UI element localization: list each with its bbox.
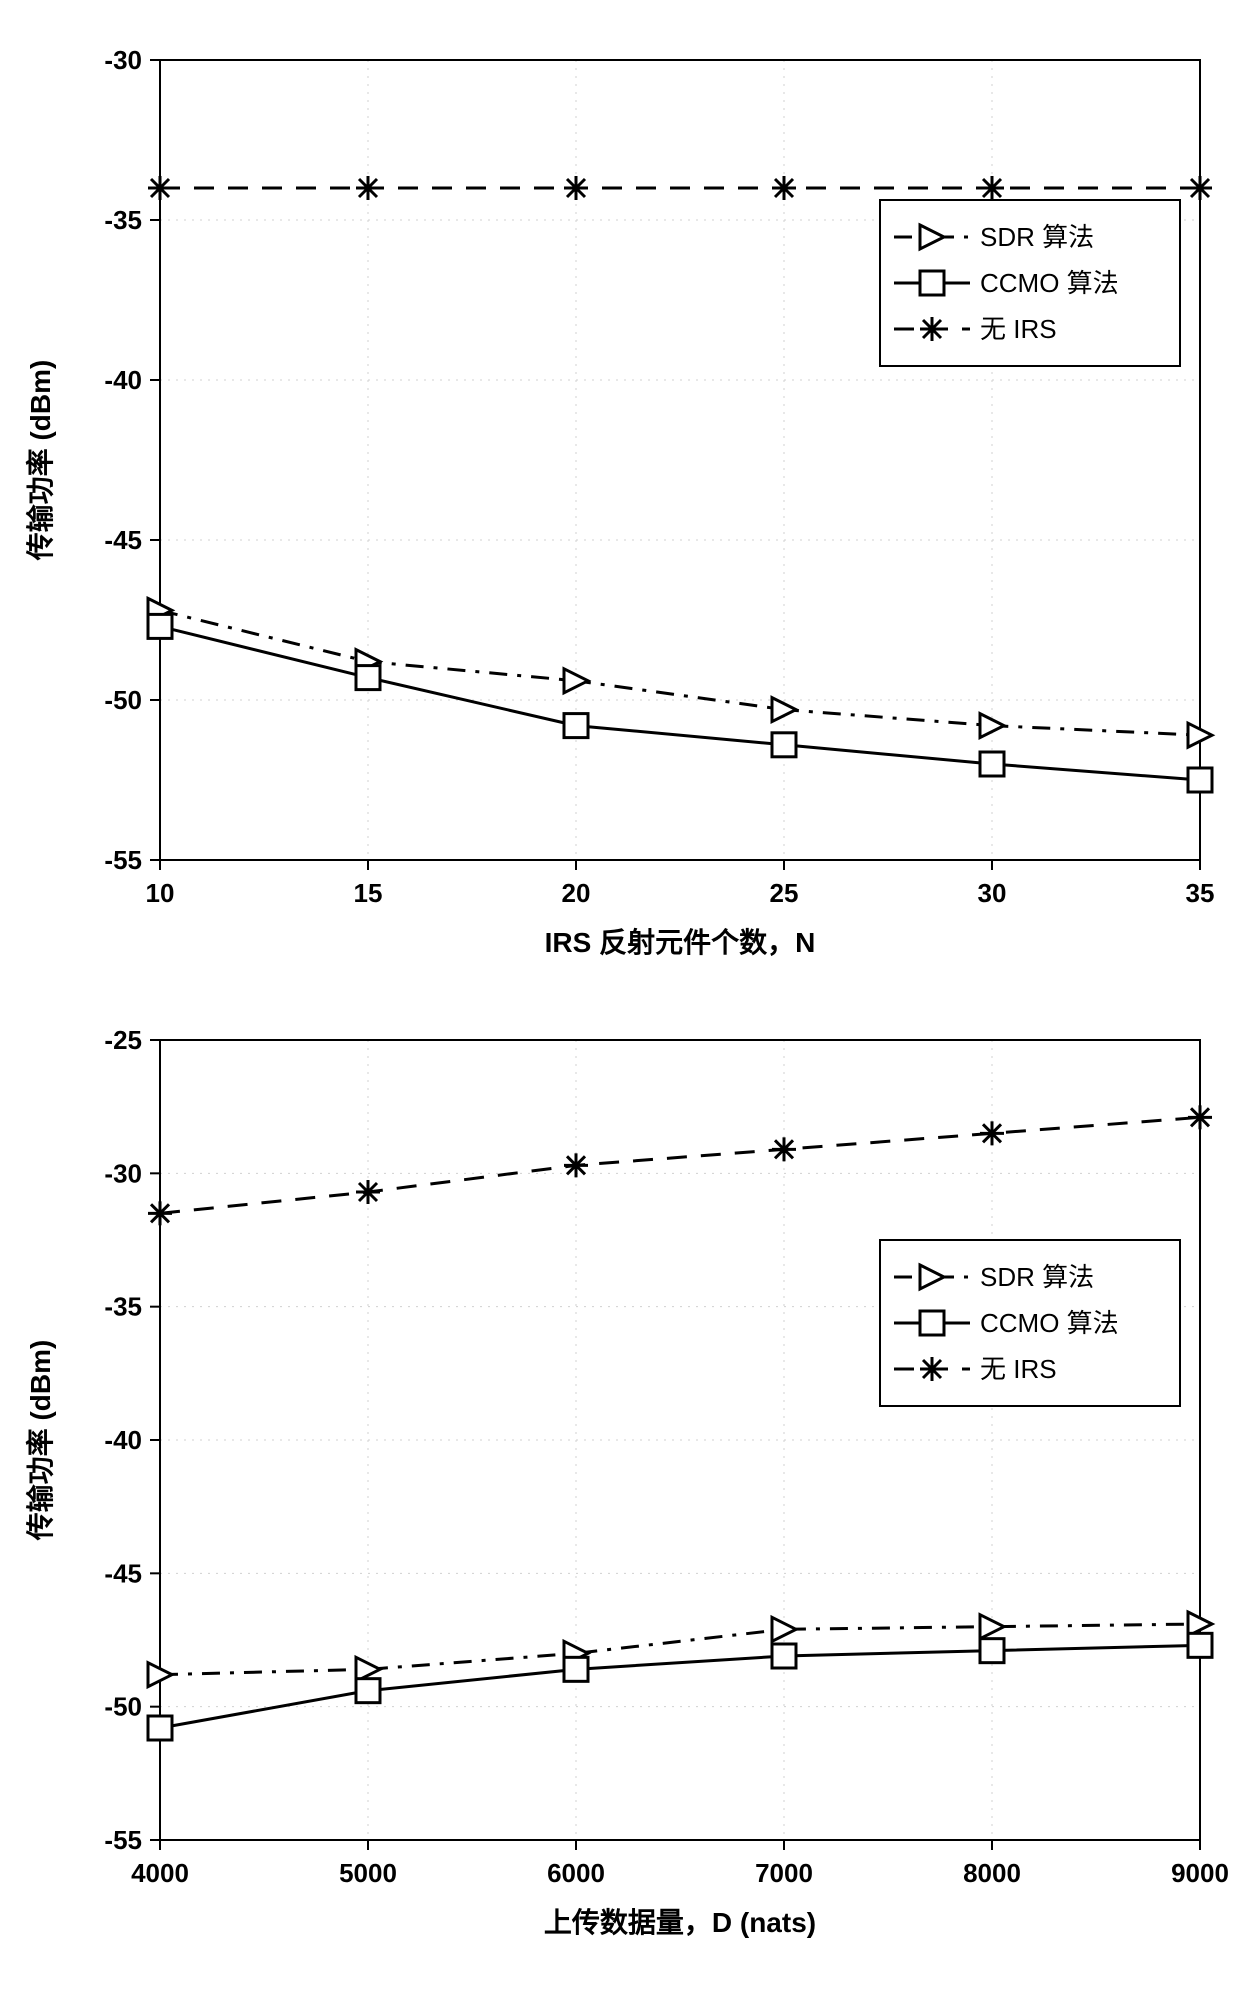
- svg-text:10: 10: [146, 878, 175, 908]
- svg-text:30: 30: [978, 878, 1007, 908]
- svg-text:传输功率 (dBm): 传输功率 (dBm): [24, 1340, 56, 1542]
- svg-text:20: 20: [562, 878, 591, 908]
- svg-text:5000: 5000: [339, 1858, 397, 1888]
- svg-text:无 IRS: 无 IRS: [980, 314, 1057, 344]
- svg-text:SDR 算法: SDR 算法: [980, 222, 1094, 252]
- svg-text:15: 15: [354, 878, 383, 908]
- svg-text:上传数据量，D (nats): 上传数据量，D (nats): [544, 1907, 816, 1938]
- svg-text:-55: -55: [104, 845, 142, 875]
- svg-text:CCMO 算法: CCMO 算法: [980, 268, 1119, 298]
- svg-text:-35: -35: [104, 205, 142, 235]
- svg-text:-45: -45: [104, 1558, 142, 1588]
- svg-text:25: 25: [770, 878, 799, 908]
- chart-top-container: 10 15 20 25 30 35 -55 -50 -45 -40 -35 -30 IRS 反射元件个数…: [0, 20, 1240, 980]
- svg-text:-45: -45: [104, 525, 142, 555]
- chart-top: 10 15 20 25 30 35 -55 -50 -45 -40 -35 -30 IRS 反射元件个数…: [0, 20, 1240, 980]
- svg-text:-30: -30: [104, 45, 142, 75]
- page: 10 15 20 25 30 35 -55 -50 -45 -40 -35 -30 IRS 反射元件个数…: [0, 0, 1240, 1992]
- svg-text:-55: -55: [104, 1825, 142, 1855]
- svg-text:6000: 6000: [547, 1858, 605, 1888]
- svg-text:4000: 4000: [131, 1858, 189, 1888]
- svg-text:8000: 8000: [963, 1858, 1021, 1888]
- svg-text:-25: -25: [104, 1025, 142, 1055]
- svg-text:-50: -50: [104, 1692, 142, 1722]
- svg-text:9000: 9000: [1171, 1858, 1229, 1888]
- chart-bottom-container: 4000 5000 6000 7000 8000 9000 -55 -50 -45 -40 -35 -…: [0, 1000, 1240, 1960]
- svg-text:35: 35: [1186, 878, 1215, 908]
- svg-text:传输功率 (dBm): 传输功率 (dBm): [24, 360, 56, 562]
- svg-text:-50: -50: [104, 685, 142, 715]
- svg-text:-40: -40: [104, 1425, 142, 1455]
- svg-text:7000: 7000: [755, 1858, 813, 1888]
- svg-text:CCMO 算法: CCMO 算法: [980, 1308, 1119, 1338]
- svg-text:-35: -35: [104, 1292, 142, 1322]
- svg-text:SDR 算法: SDR 算法: [980, 1262, 1094, 1292]
- svg-text:IRS 反射元件个数，N: IRS 反射元件个数，N: [545, 927, 816, 958]
- svg-text:-30: -30: [104, 1158, 142, 1188]
- chart-bottom: 4000 5000 6000 7000 8000 9000 -55 -50 -45 -40 -35 -…: [0, 1000, 1240, 1960]
- svg-text:-40: -40: [104, 365, 142, 395]
- svg-text:无 IRS: 无 IRS: [980, 1354, 1057, 1384]
